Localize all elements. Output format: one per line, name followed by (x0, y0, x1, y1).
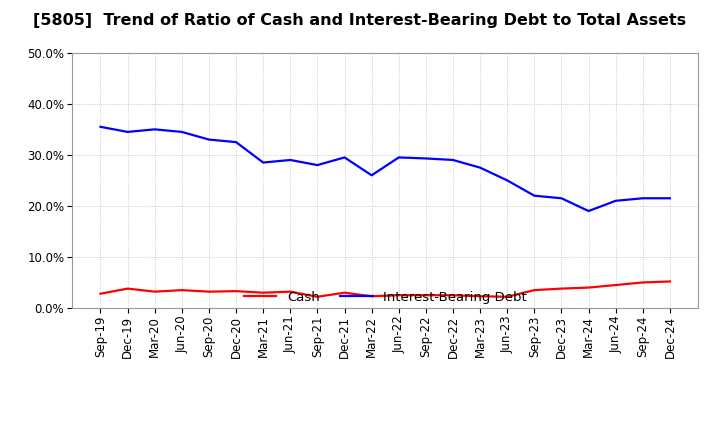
Cash (96, 291, 105, 297)
Interest-Bearing Debt (421, 156, 430, 161)
Text: [5805]  Trend of Ratio of Cash and Interest-Bearing Debt to Total Assets: [5805] Trend of Ratio of Cash and Intere… (33, 13, 687, 28)
Interest-Bearing Debt (341, 155, 349, 160)
Interest-Bearing Debt (313, 162, 322, 168)
Interest-Bearing Debt (665, 196, 674, 201)
Cash (123, 286, 132, 291)
Interest-Bearing Debt (639, 196, 647, 201)
Interest-Bearing Debt (449, 158, 457, 163)
Cash (530, 287, 539, 293)
Interest-Bearing Debt (204, 137, 213, 142)
Interest-Bearing Debt (96, 124, 105, 129)
Cash (421, 293, 430, 298)
Interest-Bearing Debt (611, 198, 620, 203)
Cash (178, 287, 186, 293)
Cash (259, 290, 268, 295)
Interest-Bearing Debt (367, 172, 376, 178)
Interest-Bearing Debt (503, 178, 511, 183)
Interest-Bearing Debt (123, 129, 132, 135)
Interest-Bearing Debt (178, 129, 186, 135)
Interest-Bearing Debt (395, 155, 403, 160)
Cash (584, 285, 593, 290)
Line: Interest-Bearing Debt: Interest-Bearing Debt (101, 127, 670, 211)
Interest-Bearing Debt (232, 139, 240, 145)
Cash (557, 286, 566, 291)
Cash (611, 282, 620, 288)
Cash (476, 293, 485, 299)
Cash (313, 294, 322, 299)
Cash (449, 293, 457, 298)
Interest-Bearing Debt (286, 158, 294, 163)
Cash (232, 289, 240, 294)
Cash (341, 290, 349, 295)
Cash (204, 289, 213, 294)
Interest-Bearing Debt (530, 193, 539, 198)
Cash (395, 293, 403, 298)
Cash (503, 294, 511, 299)
Interest-Bearing Debt (150, 127, 159, 132)
Interest-Bearing Debt (259, 160, 268, 165)
Cash (150, 289, 159, 294)
Legend: Cash, Interest-Bearing Debt: Cash, Interest-Bearing Debt (243, 291, 527, 304)
Line: Cash: Cash (101, 282, 670, 297)
Interest-Bearing Debt (557, 196, 566, 201)
Interest-Bearing Debt (584, 209, 593, 214)
Interest-Bearing Debt (476, 165, 485, 170)
Cash (286, 289, 294, 294)
Cash (639, 280, 647, 285)
Cash (367, 293, 376, 299)
Cash (665, 279, 674, 284)
